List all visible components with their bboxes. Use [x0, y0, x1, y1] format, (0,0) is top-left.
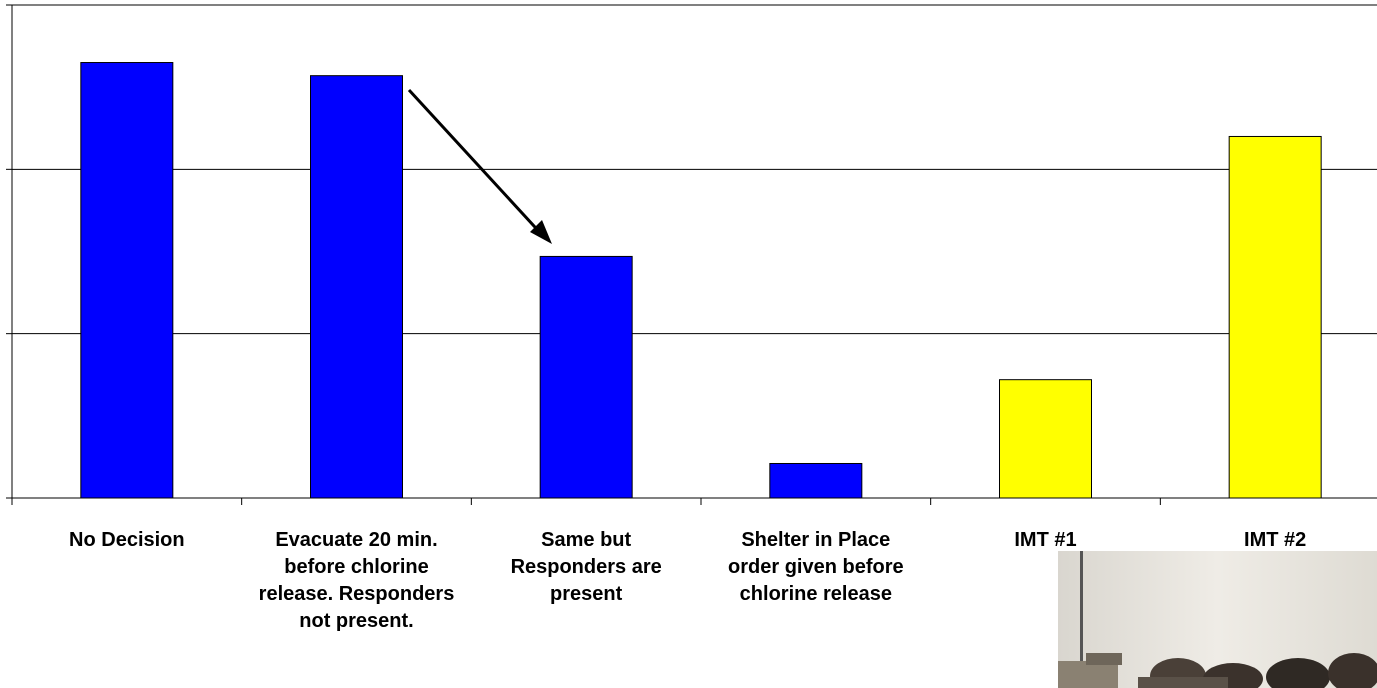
category-label: IMT #1: [1014, 529, 1077, 551]
bar: [539, 255, 633, 499]
bar: [310, 75, 403, 499]
bars: [80, 62, 1322, 499]
inset-photo: [1058, 551, 1377, 688]
category-label: No Decision: [69, 529, 185, 551]
bar: [1228, 135, 1322, 499]
category-label: Shelter in Place order given before chlo…: [728, 529, 904, 605]
bar: [769, 462, 863, 499]
category-label: Evacuate 20 min. before chlorine release…: [258, 529, 455, 632]
category-label: IMT #2: [1244, 529, 1307, 551]
annotation-arrow: [407, 88, 547, 240]
gridlines: [6, 4, 1377, 499]
bar: [999, 379, 1092, 499]
category-label: Same but Responders are present: [510, 529, 662, 605]
axis-ticks: [11, 498, 1161, 505]
bar: [80, 62, 174, 499]
annotation-arrowhead: [530, 220, 552, 244]
